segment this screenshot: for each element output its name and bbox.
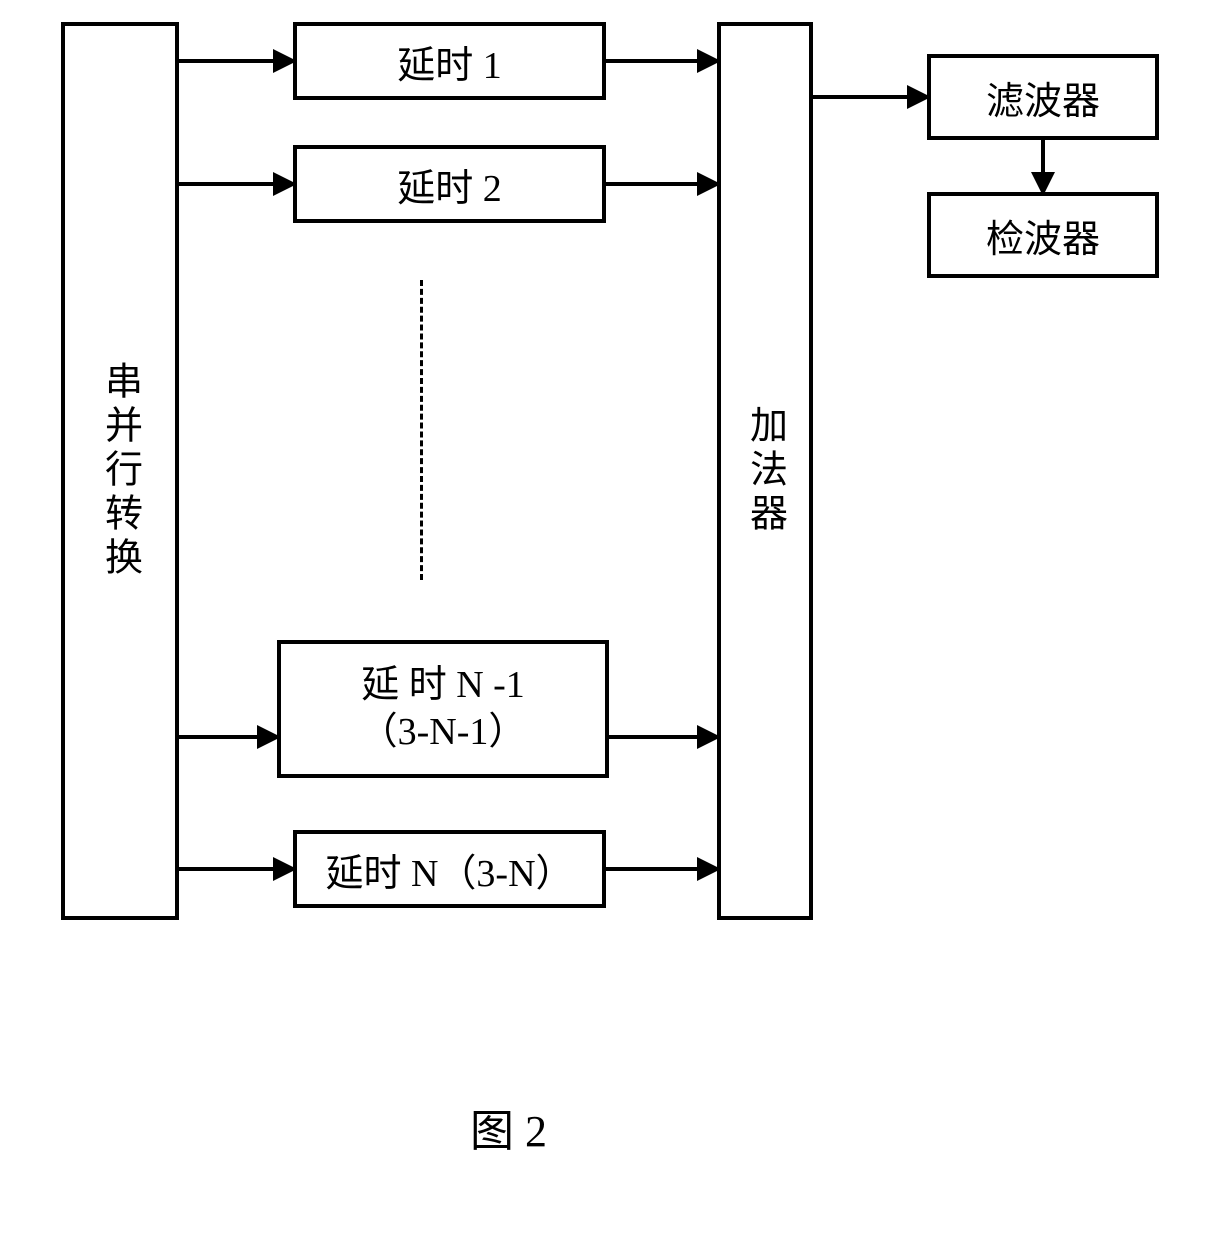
detector-block: 检波器: [927, 192, 1159, 278]
figure-caption-text: 图 2: [470, 1107, 547, 1156]
delay-n-minus-1-label: 延 时 N -1 （3-N-1）: [360, 662, 527, 757]
detector-label: 检波器: [986, 208, 1100, 263]
ellipsis-dashed-line: [420, 280, 423, 580]
figure-caption: 图 2: [470, 1095, 547, 1159]
serial-parallel-label: 串并行转换: [93, 361, 148, 581]
adder-label: 加法器: [738, 405, 793, 537]
delay-1-block: 延时 1: [293, 22, 606, 100]
delay-n-minus-1-label-line1: 延 时 N -1: [360, 662, 527, 710]
delay-2-block: 延时 2: [293, 145, 606, 223]
delay-1-label: 延时 1: [397, 34, 502, 89]
delay-2-label: 延时 2: [397, 157, 502, 212]
filter-block: 滤波器: [927, 54, 1159, 140]
delay-n-minus-1-block: 延 时 N -1 （3-N-1）: [277, 640, 609, 778]
delay-n-minus-1-label-line2: （3-N-1）: [360, 709, 527, 757]
delay-n-block: 延时 N（3-N）: [293, 830, 606, 908]
delay-n-label: 延时 N（3-N）: [325, 842, 573, 897]
filter-label: 滤波器: [986, 70, 1100, 125]
adder-block: 加法器: [717, 22, 813, 920]
serial-parallel-block: 串并行转换: [61, 22, 179, 920]
